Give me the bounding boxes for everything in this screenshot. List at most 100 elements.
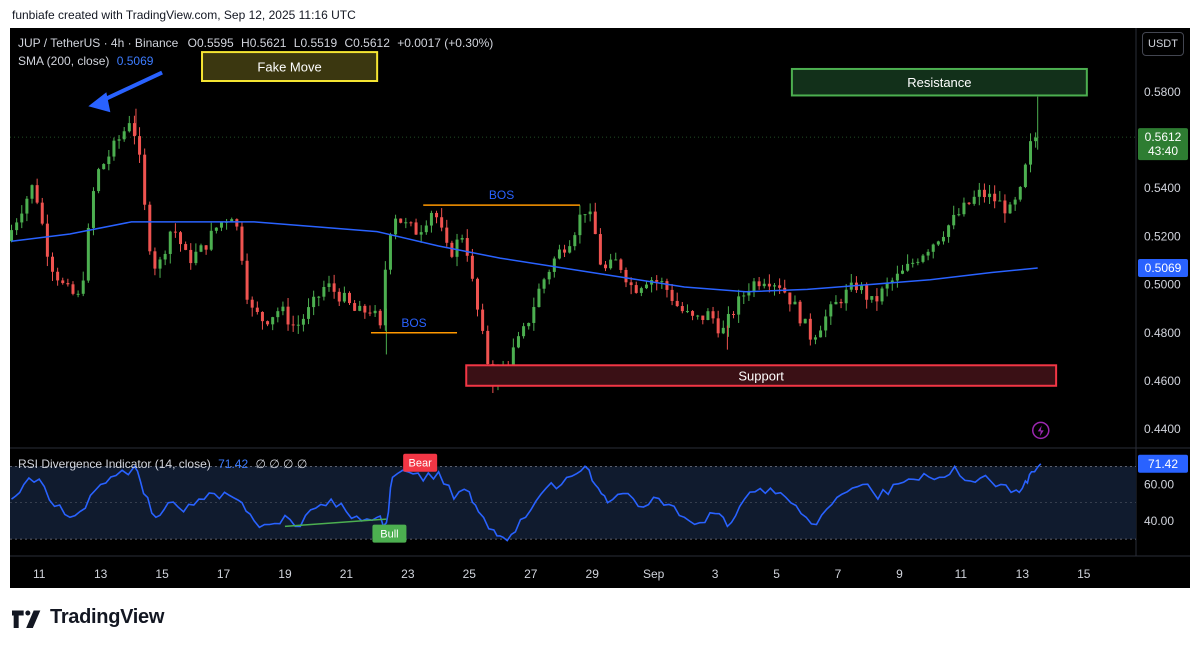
time-axis-tick: 23 <box>401 567 415 581</box>
low-label: L <box>293 36 301 50</box>
candle-body <box>588 211 592 215</box>
candle-body <box>460 238 464 240</box>
rsi-value-tag-text: 71.42 <box>1148 457 1178 471</box>
candle-body <box>271 317 275 325</box>
candle-body <box>788 292 792 305</box>
candle-body <box>158 259 162 269</box>
candle-body <box>655 280 659 282</box>
sma-price-tag <box>1138 258 1188 277</box>
rsi-band <box>10 466 1136 540</box>
candle-body <box>296 324 300 326</box>
candle-body <box>552 258 556 272</box>
candle-body <box>522 326 526 337</box>
candle-body <box>988 193 992 198</box>
candle-body <box>199 245 203 252</box>
candle-body <box>388 234 392 270</box>
candle-body <box>931 244 935 252</box>
time-axis-tick: 15 <box>155 567 169 581</box>
candle-body <box>291 324 295 326</box>
open-value: 0.5595 <box>197 36 234 50</box>
candle-body <box>45 223 49 257</box>
candle-body <box>624 269 628 283</box>
divergence-tag-text: Bull <box>380 529 398 541</box>
candle-body <box>91 191 95 228</box>
currency-button[interactable]: USDT <box>1142 32 1184 56</box>
candle-body <box>680 306 684 312</box>
change-value: +0.0017 (+0.30%) <box>397 36 494 50</box>
candle-body <box>644 284 648 289</box>
candle-body <box>742 295 746 297</box>
candle-body <box>957 214 961 216</box>
candle-body <box>1003 200 1007 214</box>
time-axis-tick: 3 <box>712 567 719 581</box>
candle-body <box>35 185 39 203</box>
candle-body <box>936 241 940 245</box>
candle-body <box>967 202 971 204</box>
price-axis-tick: 0.5400 <box>1144 181 1181 195</box>
chart-panel[interactable]: 0.60000.58000.54000.52000.50000.48000.46… <box>10 28 1190 588</box>
candle-body <box>424 225 428 233</box>
time-axis-tick: 27 <box>524 567 538 581</box>
candle-body <box>772 285 776 287</box>
candle-body <box>670 289 674 301</box>
candle-body <box>895 273 899 281</box>
candle-body <box>685 311 689 313</box>
candle-body <box>168 231 172 254</box>
candle-body <box>138 136 142 155</box>
candle-body <box>854 282 858 291</box>
candle-body <box>516 336 520 348</box>
candle-body <box>455 239 459 257</box>
candle-body <box>25 198 29 214</box>
candle-body <box>281 306 285 312</box>
candle-body <box>470 255 474 279</box>
symbol-header: JUP / TetherUS · 4h · Binance O0.5595 H0… <box>18 36 493 50</box>
candle-body <box>51 256 55 272</box>
tradingview-logo[interactable]: TradingView <box>12 606 164 629</box>
alert-icon <box>1032 421 1050 440</box>
time-axis-tick: 13 <box>1016 567 1030 581</box>
candle-body <box>778 285 782 288</box>
candle-body <box>117 139 121 141</box>
candle-body <box>726 313 730 328</box>
candle-body <box>163 253 167 260</box>
candle-body <box>839 301 843 304</box>
time-axis-tick: 9 <box>896 567 903 581</box>
candle-body <box>860 285 864 291</box>
candle-body <box>890 280 894 283</box>
candle-body <box>307 307 311 319</box>
annotation-box <box>465 364 1058 387</box>
annotation-label: Fake Move <box>257 60 321 75</box>
price-axis-tick: 0.4800 <box>1144 326 1181 340</box>
candle-body <box>691 311 695 316</box>
chart-canvas[interactable]: 0.60000.58000.54000.52000.50000.48000.46… <box>10 28 1190 588</box>
credit-line: funbiafe created with TradingView.com, S… <box>12 8 356 22</box>
candle-body <box>235 219 239 227</box>
candle-body <box>76 293 80 295</box>
candle-body <box>972 196 976 204</box>
candle-body <box>342 292 346 302</box>
divergence-tag <box>372 524 407 543</box>
rsi-axis-tick: 40.00 <box>1144 514 1174 528</box>
candle-body <box>1034 137 1038 142</box>
candle-body <box>829 304 833 317</box>
candle-body <box>639 288 643 293</box>
candle-body <box>921 255 925 262</box>
close-value: 0.5612 <box>353 36 390 50</box>
candle-body <box>752 281 756 291</box>
candle-body <box>819 330 823 338</box>
candle-body <box>317 296 321 298</box>
fake-move-arrowhead <box>88 92 111 113</box>
candle-body <box>10 230 14 242</box>
candle-body <box>20 213 24 223</box>
candle-body <box>260 311 264 322</box>
candle-body <box>578 214 582 236</box>
symbol-name: JUP / TetherUS · 4h · Binance <box>18 36 179 50</box>
time-axis-tick: Sep <box>643 567 665 581</box>
candle-body <box>747 290 751 296</box>
time-axis-tick: 17 <box>217 567 231 581</box>
rsi-line <box>11 463 1042 542</box>
annotation-label: Resistance <box>907 75 971 90</box>
candle-body <box>563 249 567 253</box>
candle-body <box>148 204 152 252</box>
candle-body <box>347 292 351 304</box>
